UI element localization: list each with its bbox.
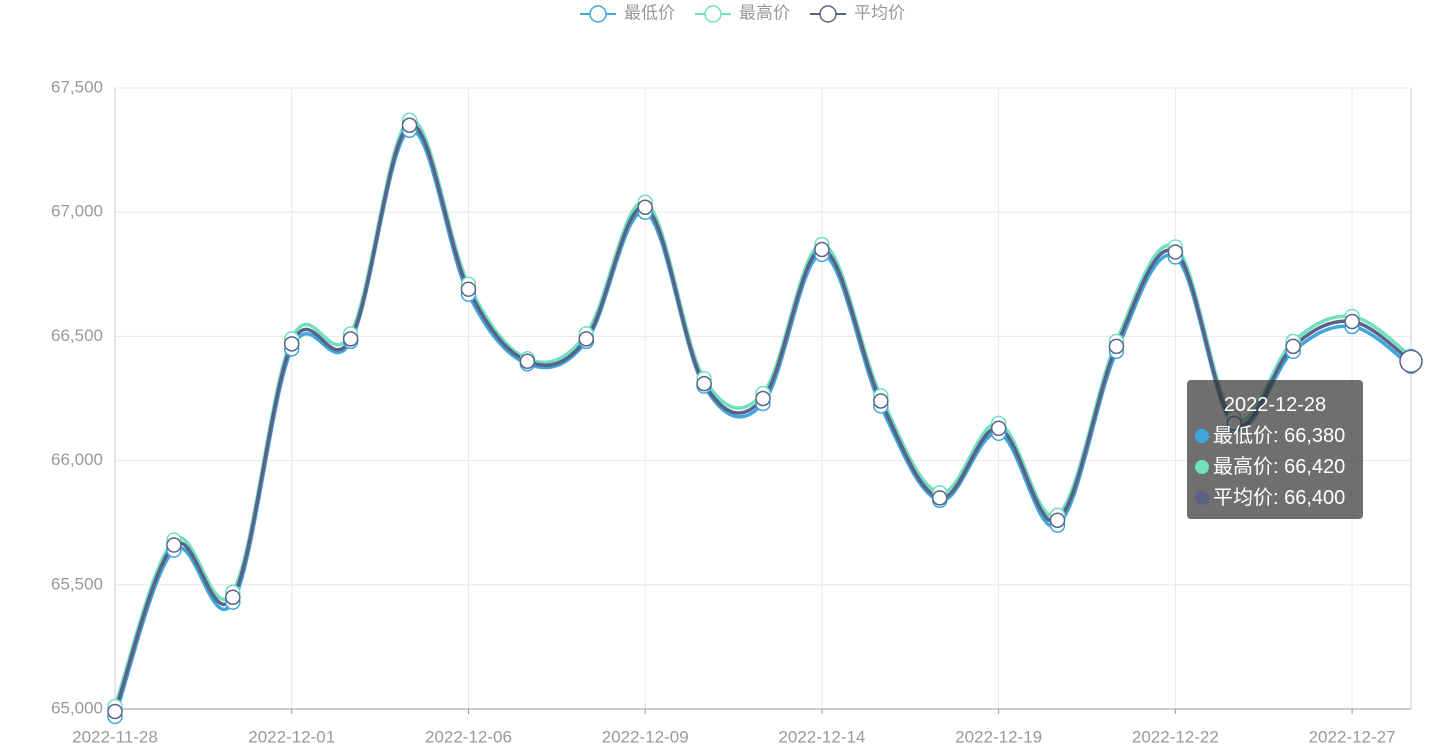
legend-symbol [704,5,722,23]
point [166,537,182,553]
tooltip-text: 平均价: 66,400 [1213,487,1346,509]
legend-symbol [589,5,607,23]
point [1285,338,1301,355]
point [578,331,595,347]
tooltip-row: 平均价: 66,400 [1195,483,1355,514]
x-tick-label: 2022-12-22 [1132,727,1219,746]
point [990,420,1007,437]
x-tick-label: 2022-12-01 [248,727,335,746]
tooltip-marker [1195,491,1209,505]
point [460,281,477,297]
tooltip-marker [1195,429,1209,443]
point [107,703,123,720]
y-tick-label: 67,500 [51,77,103,96]
legend-label: 最低价 [624,3,675,22]
tooltip-text: 最高价: 66,420 [1213,456,1346,478]
x-tick-label: 2022-12-19 [955,727,1042,746]
x-tick-label: 2022-12-14 [778,727,865,746]
point [1344,313,1360,330]
legend-item: 平均价 [810,3,905,23]
point [519,353,536,369]
tooltip-row: 最低价: 66,380 [1195,421,1355,452]
point [1167,244,1184,260]
legend-label: 平均价 [854,3,905,22]
y-tick-label: 65,000 [51,698,103,717]
point [225,589,241,605]
point [814,241,830,258]
point [1399,349,1423,373]
tooltip-row: 最高价: 66,420 [1195,452,1355,483]
legend-item: 最高价 [695,3,790,23]
point [637,199,653,215]
point [401,117,418,134]
y-tick-label: 66,000 [51,450,103,469]
y-tick-label: 65,500 [51,574,103,593]
x-tick-label: 2022-12-09 [602,727,689,746]
point [873,393,889,409]
point [1108,338,1125,355]
point [755,390,771,407]
point [342,331,359,347]
point [283,336,300,352]
tooltip: 2022-12-28 最低价: 66,380 最高价: 66,420 平均价: 66,… [1187,380,1363,519]
point [696,375,712,392]
tooltip-text: 最低价: 66,380 [1213,425,1346,447]
tooltip-title: 2022-12-28 [1195,390,1355,421]
legend-label: 最高价 [739,3,790,22]
tooltip-marker [1195,460,1209,474]
point [1049,512,1066,528]
y-tick-label: 67,000 [51,202,103,221]
y-tick-label: 66,500 [51,326,103,345]
x-tick-label: 2022-12-06 [425,727,512,746]
x-tick-label: 2022-11-28 [72,727,158,746]
x-tick-label: 2022-12-27 [1309,727,1396,746]
point [931,490,948,506]
legend-item: 最低价 [580,3,675,23]
tooltip-text: 2022-12-28 [1223,394,1327,416]
legend-symbol [819,5,837,23]
